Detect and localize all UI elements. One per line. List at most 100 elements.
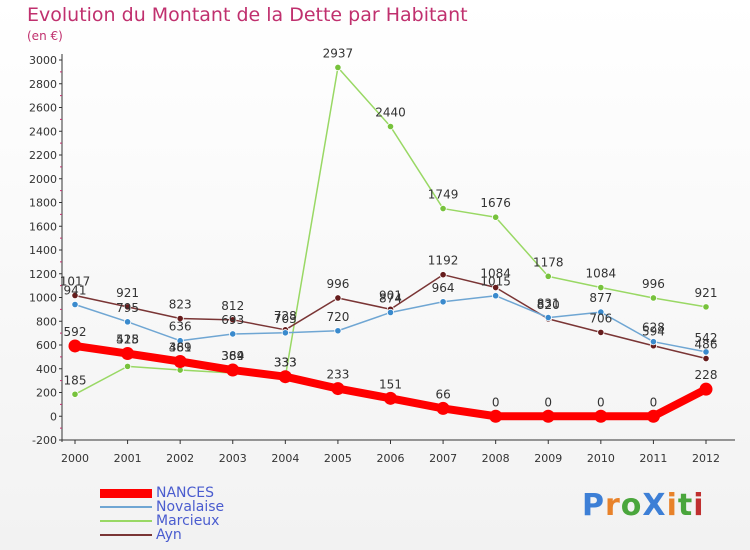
x-tick-label: 2005 — [324, 452, 352, 465]
data-point-marcieux — [123, 362, 132, 370]
y-tick-label: 1200 — [29, 268, 57, 281]
legend-label-novalaise: Novalaise — [156, 499, 225, 515]
data-label-marcieux: 1749 — [428, 188, 459, 202]
data-point-ayn — [439, 271, 447, 279]
data-point-novalaise — [176, 337, 184, 345]
x-tick-label: 2004 — [271, 452, 299, 465]
data-point-nances — [226, 363, 240, 377]
data-label-nances: 461 — [169, 341, 192, 355]
y-tick-label: -200 — [32, 434, 57, 447]
logo-letter: i — [666, 488, 678, 523]
logo-letter: i — [693, 488, 705, 523]
y-tick-label: 2400 — [29, 125, 57, 138]
legend-item-ayn: Ayn — [100, 528, 224, 542]
data-label-novalaise: 1015 — [480, 275, 511, 289]
x-tick-label: 2009 — [534, 452, 562, 465]
data-point-nances — [699, 382, 713, 396]
data-point-marcieux — [334, 63, 342, 72]
x-tick-label: 2010 — [587, 452, 615, 465]
data-label-ayn: 820 — [537, 298, 560, 312]
data-label-novalaise: 941 — [64, 284, 87, 298]
legend-label-nances: NANCES — [156, 485, 215, 501]
x-tick-label: 2012 — [692, 452, 720, 465]
data-label-novalaise: 874 — [379, 291, 402, 305]
chart-subtitle: (en €) — [27, 29, 63, 43]
legend-label-ayn: Ayn — [156, 527, 182, 543]
x-tick-label: 2001 — [114, 452, 142, 465]
legend-swatch-nances — [100, 488, 152, 498]
data-point-novalaise — [492, 292, 500, 300]
data-label-novalaise: 831 — [537, 297, 560, 311]
data-label-ayn: 486 — [695, 338, 718, 352]
x-tick-label: 2011 — [639, 452, 667, 465]
data-label-marcieux: 389 — [169, 341, 192, 355]
y-tick-label: 2800 — [29, 78, 57, 91]
data-point-novalaise — [702, 348, 710, 356]
y-tick-label: 1000 — [29, 292, 57, 305]
data-point-ayn — [176, 314, 184, 323]
data-label-marcieux: 2937 — [323, 46, 354, 60]
y-tick-label: 2200 — [29, 149, 57, 162]
data-label-ayn: 1192 — [428, 254, 459, 268]
data-point-nances — [68, 339, 82, 353]
data-point-marcieux — [492, 213, 500, 221]
legend-item-marcieux: Marcieux — [100, 514, 224, 528]
data-label-marcieux: 185 — [64, 373, 87, 387]
data-label-ayn: 1017 — [60, 274, 91, 288]
data-point-marcieux — [597, 283, 605, 292]
data-point-nances — [121, 347, 135, 361]
x-tick-label: 2000 — [61, 452, 89, 465]
y-tick-label: 0 — [50, 410, 57, 423]
logo-letter: o — [620, 488, 643, 523]
data-point-nances — [594, 409, 608, 423]
data-label-ayn: 996 — [326, 277, 349, 291]
data-label-nances: 151 — [379, 377, 402, 391]
data-point-novalaise — [544, 313, 552, 322]
data-label-marcieux: 415 — [116, 333, 139, 347]
y-tick-label: 2600 — [29, 102, 57, 115]
data-label-ayn: 728 — [274, 309, 297, 323]
data-label-nances: 0 — [597, 395, 605, 409]
data-label-ayn: 901 — [379, 288, 402, 302]
y-tick-label: 600 — [36, 339, 57, 352]
legend-swatch-novalaise — [100, 506, 152, 508]
data-point-novalaise — [386, 308, 395, 317]
data-point-nances — [541, 409, 555, 423]
y-tick-label: 1400 — [29, 244, 57, 257]
data-point-marcieux — [71, 390, 79, 398]
data-point-nances — [489, 409, 503, 423]
logo-letter: t — [677, 488, 694, 523]
data-point-novalaise — [334, 327, 342, 335]
data-label-marcieux: 364 — [221, 349, 244, 363]
data-label-nances: 0 — [492, 395, 500, 409]
data-label-nances: 389 — [221, 349, 244, 363]
data-label-nances: 0 — [650, 395, 658, 409]
logo-letter: P — [582, 488, 605, 523]
x-tick-label: 2007 — [429, 452, 457, 465]
data-label-novalaise: 877 — [589, 291, 612, 305]
logo-letter: r — [605, 488, 621, 523]
data-label-nances: 592 — [64, 325, 87, 339]
data-point-novalaise — [281, 329, 289, 337]
data-label-marcieux: 333 — [274, 356, 297, 370]
x-tick-label: 2003 — [219, 452, 247, 465]
data-label-novalaise: 628 — [642, 321, 665, 335]
data-point-novalaise — [439, 298, 447, 306]
data-label-ayn: 812 — [221, 299, 244, 313]
data-point-marcieux — [649, 294, 658, 302]
data-label-marcieux: 1178 — [533, 255, 564, 269]
legend-swatch-ayn — [100, 534, 152, 536]
data-label-ayn: 706 — [589, 311, 612, 325]
data-point-ayn — [229, 316, 237, 324]
data-label-nances: 233 — [326, 368, 349, 382]
y-tick-label: 2000 — [29, 173, 57, 186]
data-point-marcieux — [702, 303, 710, 311]
y-tick-label: 3000 — [29, 54, 57, 67]
data-label-marcieux: 996 — [642, 277, 665, 291]
data-point-marcieux — [439, 204, 447, 213]
legend-label-marcieux: Marcieux — [156, 513, 220, 529]
data-label-novalaise: 795 — [116, 301, 139, 315]
data-label-marcieux: 1676 — [480, 196, 511, 210]
